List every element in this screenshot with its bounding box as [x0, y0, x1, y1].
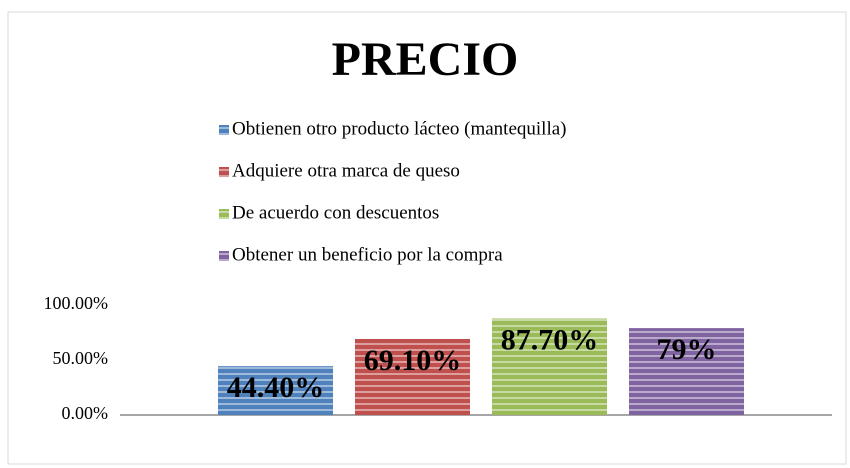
bar: [355, 338, 470, 415]
legend-swatch: [219, 167, 229, 177]
legend-swatch: [219, 251, 229, 261]
data-label: 87.70%: [501, 323, 599, 356]
y-tick-label: 100.00%: [44, 293, 109, 313]
data-label: 69.10%: [364, 344, 462, 377]
chart-title: PRECIO: [332, 33, 519, 86]
legend-label: Obtienen otro producto lácteo (mantequil…: [232, 118, 567, 139]
data-label: 79%: [657, 333, 717, 366]
data-label: 44.40%: [227, 371, 325, 404]
y-tick-label: 0.00%: [62, 403, 109, 423]
bar: [629, 328, 744, 415]
legend-label: De acuerdo con descuentos: [232, 202, 439, 223]
bar: [218, 366, 333, 415]
legend-swatch: [219, 125, 229, 135]
y-tick-label: 50.00%: [53, 348, 109, 368]
legend-label: Obtener un beneficio por la compra: [232, 244, 503, 265]
legend-label: Adquiere otra marca de queso: [232, 160, 460, 181]
bar: [492, 318, 607, 415]
legend-swatch: [219, 209, 229, 219]
